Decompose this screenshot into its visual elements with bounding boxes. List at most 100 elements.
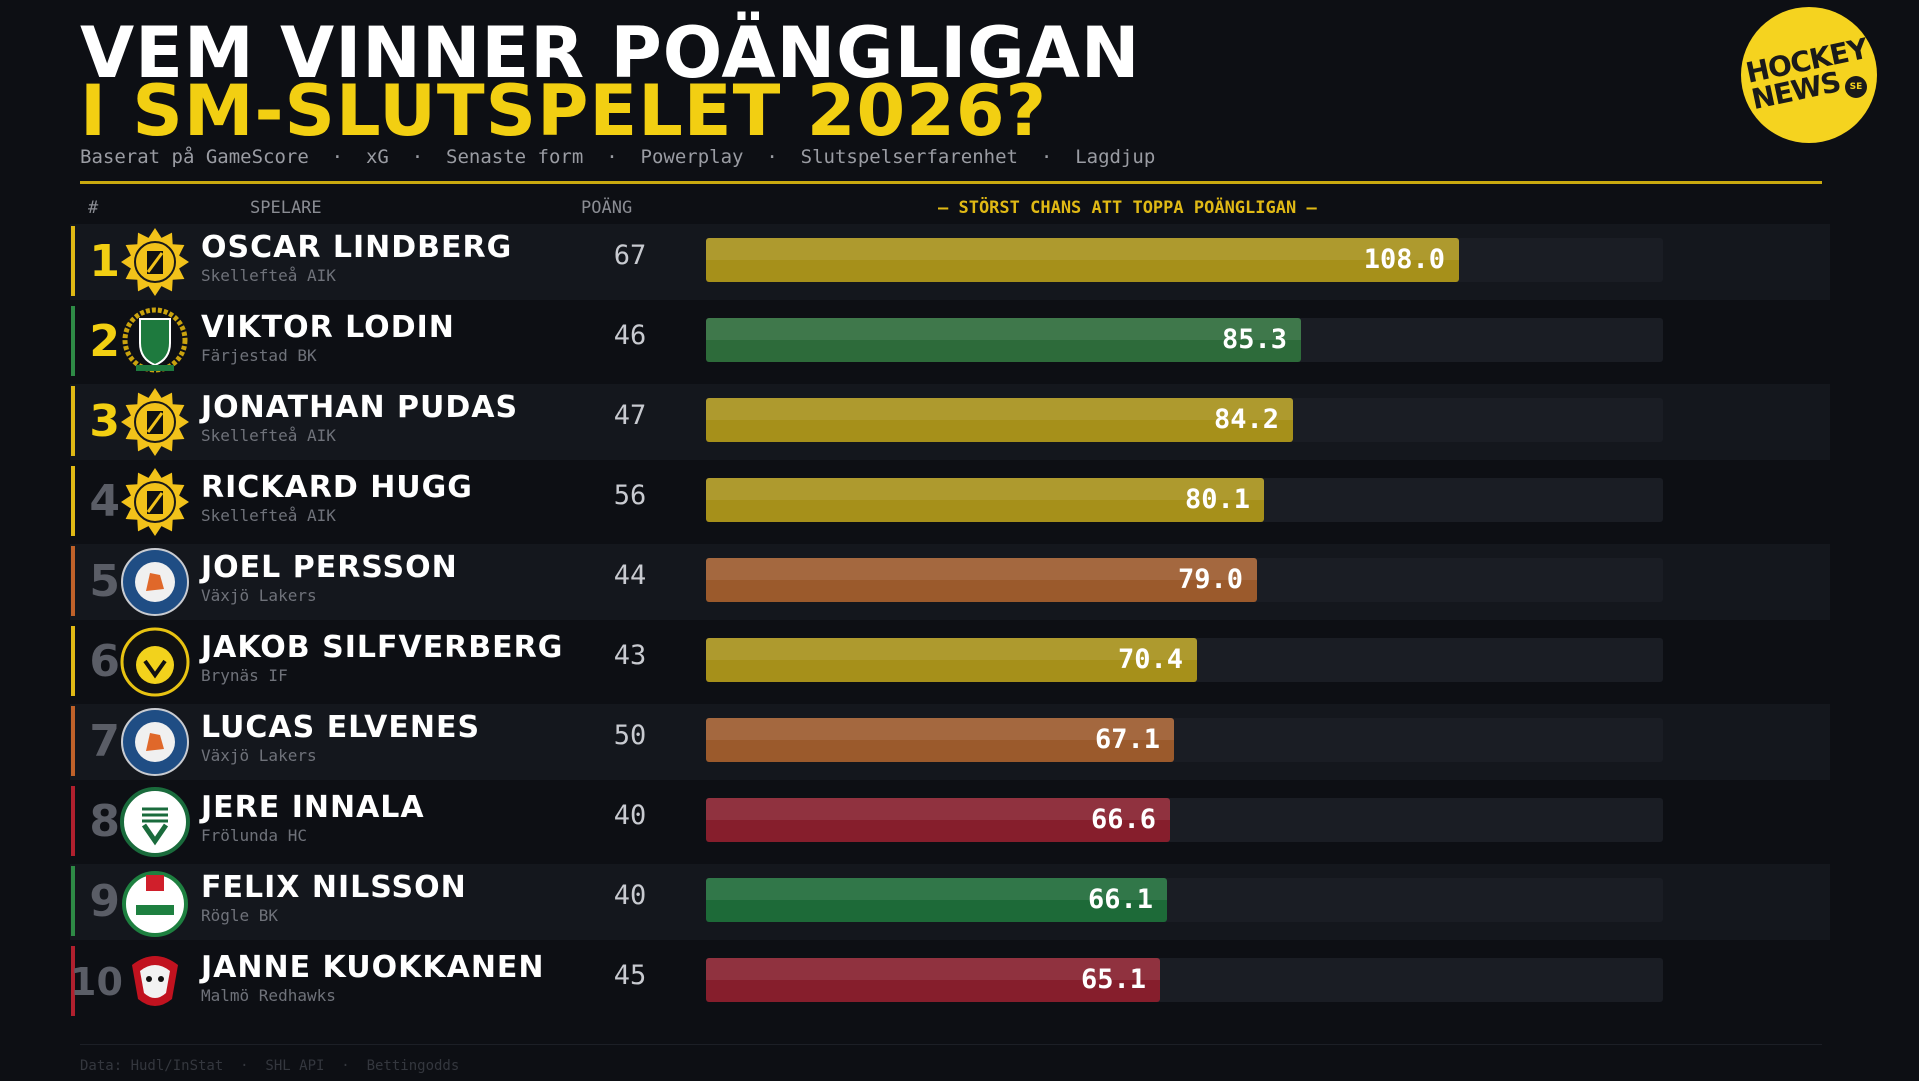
row-rank: 5 <box>89 556 120 607</box>
player-row: 5 JOEL PERSSON Växjö Lakers 44 79.0 <box>70 544 1830 620</box>
chance-bar: 65.1 <box>706 958 1160 1002</box>
team-badge-icon <box>120 707 190 777</box>
row-accent <box>71 386 75 456</box>
player-points: 56 <box>613 480 647 511</box>
table-header: # SPELARE POÄNG — STÖRST CHANS ATT TOPPA… <box>0 198 1919 218</box>
footer-sources: Data: Hudl/InStat · SHL API · Bettingodd… <box>80 1058 460 1074</box>
chance-value: 66.1 <box>1087 884 1153 915</box>
bar-track: 66.1 <box>706 878 1663 922</box>
chance-value: 79.0 <box>1177 564 1243 595</box>
player-row: 7 LUCAS ELVENES Växjö Lakers 50 67.1 <box>70 704 1830 780</box>
chance-bar: 66.6 <box>706 798 1170 842</box>
chance-value: 65.1 <box>1080 964 1146 995</box>
team-name: Skellefteå AIK <box>201 266 336 285</box>
player-name: LUCAS ELVENES <box>201 710 481 745</box>
bar-track: 67.1 <box>706 718 1663 762</box>
header-player: SPELARE <box>250 198 322 218</box>
player-row: 3 JONATHAN PUDAS Skellefteå AIK 47 84.2 <box>70 384 1830 460</box>
player-row: 4 RICKARD HUGG Skellefteå AIK 56 80.1 <box>70 464 1830 540</box>
team-name: Brynäs IF <box>201 666 288 685</box>
row-rank: 2 <box>89 316 120 367</box>
row-accent <box>71 226 75 296</box>
chance-bar: 66.1 <box>706 878 1167 922</box>
title-line-1: VEM VINNER POÄNGLIGAN <box>80 12 1141 94</box>
team-name: Växjö Lakers <box>201 746 317 765</box>
team-badge-icon <box>120 627 190 697</box>
bar-track: 66.6 <box>706 798 1663 842</box>
bar-track: 84.2 <box>706 398 1663 442</box>
player-name: OSCAR LINDBERG <box>201 230 513 265</box>
bar-track: 70.4 <box>706 638 1663 682</box>
chance-value: 84.2 <box>1213 404 1279 435</box>
row-accent <box>71 946 75 1016</box>
player-points: 47 <box>613 400 647 431</box>
bar-track: 65.1 <box>706 958 1663 1002</box>
player-name: JAKOB SILFVERBERG <box>201 630 564 665</box>
team-name: Skellefteå AIK <box>201 506 336 525</box>
chance-bar: 85.3 <box>706 318 1301 362</box>
footer-divider <box>80 1044 1822 1045</box>
bar-track: 85.3 <box>706 318 1663 362</box>
player-points: 40 <box>613 880 647 911</box>
player-name: JANNE KUOKKANEN <box>201 950 545 985</box>
player-name: JERE INNALA <box>201 790 425 825</box>
team-badge-icon <box>120 947 190 1017</box>
header-points: POÄNG <box>581 198 633 218</box>
header-rank: # <box>88 198 99 218</box>
chance-bar: 80.1 <box>706 478 1264 522</box>
player-row: 8 JERE INNALA Frölunda HC 40 66.6 <box>70 784 1830 860</box>
row-accent <box>71 626 75 696</box>
chance-bar: 67.1 <box>706 718 1174 762</box>
team-name: Malmö Redhawks <box>201 986 336 1005</box>
row-accent <box>71 546 75 616</box>
team-badge-icon <box>120 227 190 297</box>
team-badge-icon <box>120 787 190 857</box>
row-accent <box>71 786 75 856</box>
player-name: VIKTOR LODIN <box>201 310 455 345</box>
player-row: 9 FELIX NILSSON Rögle BK 40 66.1 <box>70 864 1830 940</box>
team-badge-icon <box>120 307 190 377</box>
logo-wordmark: HOCKEY NEWS <box>1743 32 1874 116</box>
row-rank: 7 <box>89 716 120 767</box>
team-name: Frölunda HC <box>201 826 307 845</box>
team-badge-icon <box>120 387 190 457</box>
hockeynews-logo: HOCKEY NEWS SE <box>1741 7 1877 143</box>
logo-suffix: SE <box>1845 76 1867 98</box>
player-row: 2 VIKTOR LODIN Färjestad BK 46 85.3 <box>70 304 1830 380</box>
player-row: 6 JAKOB SILFVERBERG Brynäs IF 43 70.4 <box>70 624 1830 700</box>
chance-value: 70.4 <box>1117 644 1183 675</box>
row-accent <box>71 466 75 536</box>
bar-track: 79.0 <box>706 558 1663 602</box>
team-badge-icon <box>120 867 190 937</box>
team-name: Skellefteå AIK <box>201 426 336 445</box>
row-rank: 8 <box>89 796 120 847</box>
chance-bar: 84.2 <box>706 398 1293 442</box>
chance-bar: 70.4 <box>706 638 1197 682</box>
chance-value: 108.0 <box>1363 244 1445 275</box>
player-points: 67 <box>613 240 647 271</box>
player-row: 10 JANNE KUOKKANEN Malmö Redhawks 45 65.1 <box>70 944 1830 1020</box>
player-name: FELIX NILSSON <box>201 870 467 905</box>
player-name: JOEL PERSSON <box>201 550 458 585</box>
bar-track: 108.0 <box>706 238 1663 282</box>
team-badge-icon <box>120 467 190 537</box>
row-accent <box>71 706 75 776</box>
player-name: JONATHAN PUDAS <box>201 390 519 425</box>
header-chance: — STÖRST CHANS ATT TOPPA POÄNGLIGAN — <box>938 198 1317 218</box>
player-points: 50 <box>613 720 647 751</box>
team-badge-icon <box>120 547 190 617</box>
row-rank: 4 <box>89 476 120 527</box>
chance-value: 85.3 <box>1221 324 1287 355</box>
chance-bar: 108.0 <box>706 238 1459 282</box>
header-divider <box>80 181 1822 184</box>
row-rank: 9 <box>89 876 120 927</box>
row-rank: 3 <box>89 396 120 447</box>
player-points: 45 <box>613 960 647 991</box>
player-name: RICKARD HUGG <box>201 470 473 505</box>
bar-track: 80.1 <box>706 478 1663 522</box>
team-name: Växjö Lakers <box>201 586 317 605</box>
chance-value: 67.1 <box>1094 724 1160 755</box>
player-points: 46 <box>613 320 647 351</box>
chance-value: 80.1 <box>1184 484 1250 515</box>
row-rank: 10 <box>70 960 123 1004</box>
